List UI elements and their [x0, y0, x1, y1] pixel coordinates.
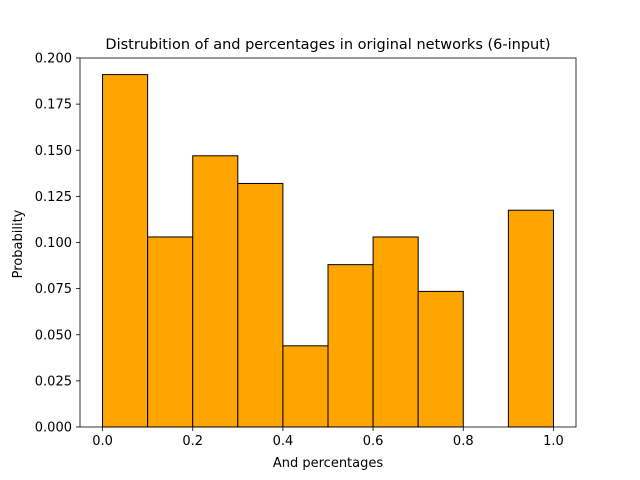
- axes-frame: [79, 57, 577, 428]
- y-tick-label: 0.175: [35, 98, 72, 113]
- x-tick-label: 1.0: [543, 434, 564, 449]
- x-axis-label: And percentages: [273, 456, 384, 471]
- y-tick-label: 0.150: [35, 144, 72, 159]
- y-ticks-group: 0.000 0.025 0.050 0.075 0.100 0.125 0.150 0.175…: [35, 52, 80, 436]
- y-tick-label: 0.125: [35, 190, 72, 205]
- x-tick-label: 0.2: [182, 434, 203, 449]
- x-tick-label: 0.4: [273, 434, 294, 449]
- y-tick-label: 0.100: [35, 236, 72, 251]
- y-tick-label: 0.050: [35, 328, 72, 343]
- x-ticks-group: 0.0 0.2 0.4 0.6 0.8 1.0: [92, 427, 564, 449]
- histogram-bar: [102, 74, 149, 428]
- y-tick-label: 0.075: [35, 282, 72, 297]
- bars-group: [102, 74, 554, 428]
- x-tick-label: 0.6: [363, 434, 384, 449]
- x-tick-label: 0.8: [453, 434, 474, 449]
- y-axis-label: Probability: [11, 209, 26, 278]
- y-tick-label: 0.025: [35, 374, 72, 389]
- histogram-bar: [192, 155, 239, 428]
- y-tick-label: 0.000: [35, 421, 72, 436]
- histogram-bar: [282, 345, 329, 428]
- histogram-bar: [507, 209, 554, 428]
- y-tick-label: 0.200: [35, 52, 72, 67]
- histogram-bar: [417, 290, 464, 428]
- histogram-bar: [237, 182, 284, 428]
- histogram-bar: [372, 236, 419, 428]
- histogram-bar: [327, 264, 374, 428]
- histogram-bar: [147, 236, 194, 428]
- chart-title: Distrubition of and percentages in origi…: [105, 37, 550, 53]
- x-tick-label: 0.0: [92, 434, 113, 449]
